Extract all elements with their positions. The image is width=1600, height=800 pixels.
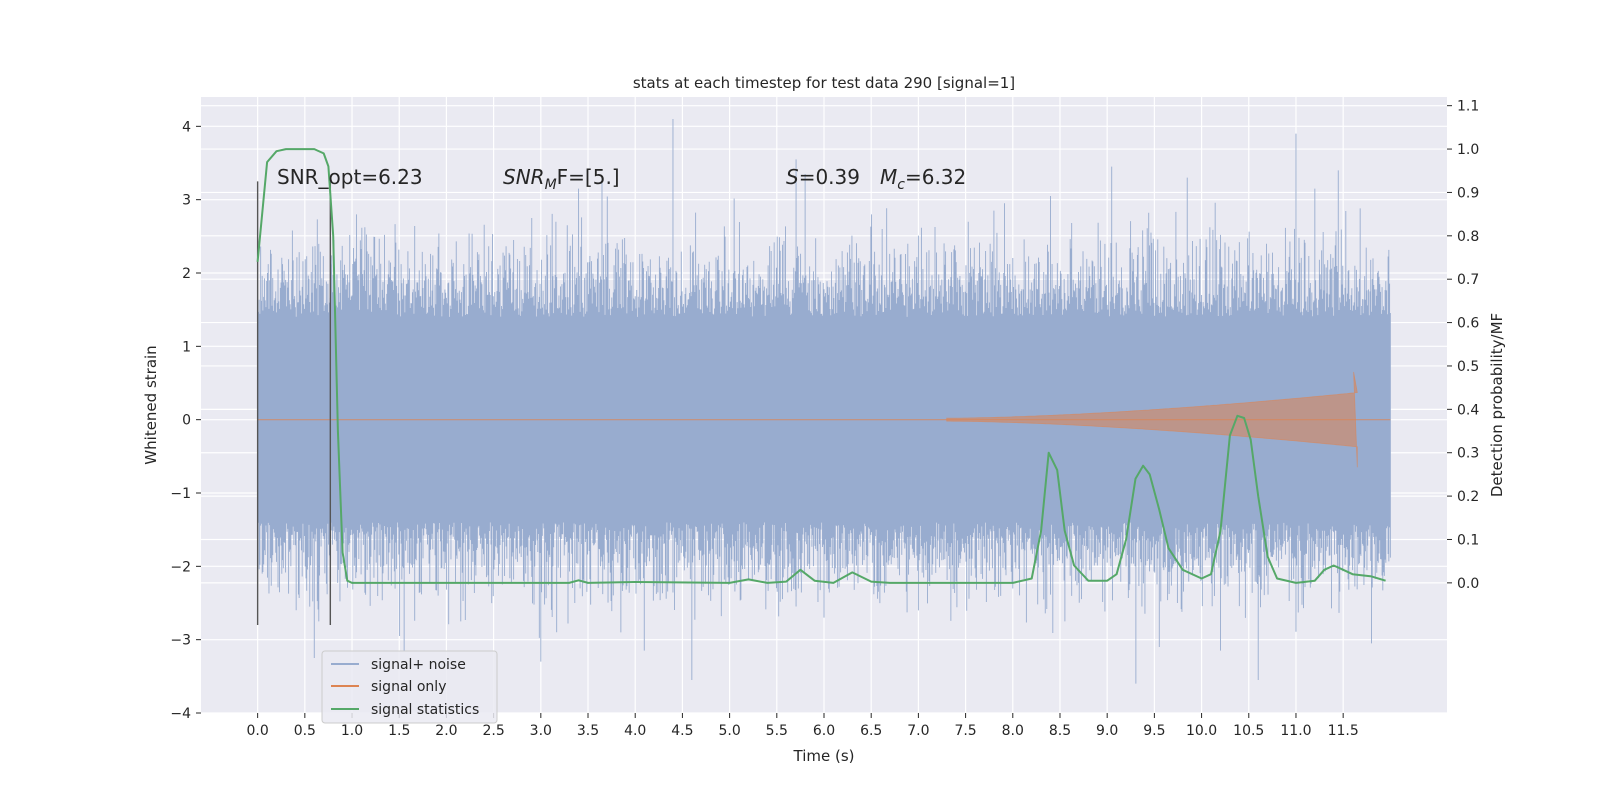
mc-label: M [880, 165, 897, 189]
x-tick-label: 4.0 [624, 723, 646, 739]
x-tick-label: 6.5 [860, 723, 882, 739]
x-tick-label: 9.0 [1096, 723, 1118, 739]
x-tick-label: 9.5 [1143, 723, 1165, 739]
mc-value: =6.32 [905, 165, 966, 189]
x-tick-label: 1.5 [388, 723, 410, 739]
right-y-tick-label: 0.3 [1457, 446, 1479, 462]
mc-subscript: c [897, 177, 905, 193]
right-y-tick-label: 0.5 [1457, 359, 1479, 375]
x-tick-label: 5.0 [718, 723, 740, 739]
right-y-tick-label: 0.9 [1457, 185, 1479, 201]
x-tick-label: 10.0 [1186, 723, 1217, 739]
right-y-tick-label: 0.4 [1457, 402, 1479, 418]
legend-label-stats: signal statistics [371, 702, 479, 718]
x-tick-label: 0.0 [247, 723, 269, 739]
left-y-tick-label: 0 [182, 413, 191, 429]
left-y-tick-label: −1 [170, 486, 191, 502]
x-tick-label: 3.0 [530, 723, 552, 739]
right-y-axis-label: Detection probability/MF [1488, 313, 1506, 497]
left-y-tick-label: −2 [170, 559, 191, 575]
right-y-tick-label: 1.0 [1457, 142, 1479, 158]
x-tick-label: 2.5 [482, 723, 504, 739]
legend: signal+ noise signal only signal statist… [321, 650, 498, 724]
x-tick-label: 10.5 [1233, 723, 1264, 739]
x-axis-label: Time (s) [793, 747, 855, 765]
left-y-tick-label: 4 [182, 119, 191, 135]
annotation-snr-mf: SNRMF=[5.] [503, 165, 620, 193]
left-y-tick-label: −4 [170, 706, 191, 722]
left-y-tick-label: 2 [182, 266, 191, 282]
right-y-axis-ticks: 0.0 0.1 0.2 0.3 0.4 0.5 0.6 0.7 0.8 0.9 1.0 1.1 [1447, 99, 1479, 592]
x-tick-label: 1.0 [341, 723, 363, 739]
x-tick-label: 5.5 [766, 723, 788, 739]
left-y-tick-label: −3 [170, 633, 191, 649]
signal-statistics-series [256, 148, 1386, 584]
annotation-mc: Mc=6.32 [880, 165, 966, 193]
x-tick-label: 6.0 [813, 723, 835, 739]
x-tick-label: 7.5 [954, 723, 976, 739]
x-tick-label: 8.0 [1002, 723, 1024, 739]
snr-mf-label: SNR [503, 165, 545, 189]
chart-title: stats at each timestep for test data 290… [633, 74, 1015, 92]
right-y-tick-label: 0.2 [1457, 489, 1479, 505]
right-y-tick-label: 0.7 [1457, 272, 1479, 288]
x-tick-label: 4.5 [671, 723, 693, 739]
x-tick-label: 7.0 [907, 723, 929, 739]
x-tick-label: 11.0 [1280, 723, 1311, 739]
legend-box [321, 650, 498, 724]
x-axis-ticks: 0.0 0.5 1.0 1.5 2.0 2.5 3.0 3.5 4.0 4.5 5.0 5.5 6.0 6… [247, 713, 1359, 739]
snr-mf-subscript: M [545, 177, 557, 193]
x-tick-label: 3.5 [577, 723, 599, 739]
s-value: =0.39 [799, 165, 860, 189]
s-label: S [786, 165, 799, 189]
signal-only-series [257, 371, 1391, 468]
snr-mf-value: F=[5.] [557, 165, 620, 189]
right-y-tick-label: 0.0 [1457, 576, 1479, 592]
left-y-tick-label: 1 [182, 339, 191, 355]
annotation-snr-opt: SNR_opt=6.23 [277, 165, 423, 189]
right-y-tick-label: 0.1 [1457, 532, 1479, 548]
x-tick-label: 0.5 [294, 723, 316, 739]
left-y-tick-label: 3 [182, 193, 191, 209]
left-y-axis-label: Whitened strain [142, 345, 160, 464]
x-tick-label: 11.5 [1328, 723, 1359, 739]
signal-statistics-line [256, 148, 1386, 584]
x-tick-label: 2.0 [435, 723, 457, 739]
right-y-tick-label: 1.1 [1457, 99, 1479, 115]
annotation-s: S=0.39 [786, 165, 860, 189]
legend-label-signal: signal only [371, 679, 446, 695]
signal-only-chirp [946, 371, 1358, 468]
right-y-tick-label: 0.8 [1457, 229, 1479, 245]
x-tick-label: 8.5 [1049, 723, 1071, 739]
left-y-axis-ticks: −4 −3 −2 −1 0 1 2 3 4 [170, 119, 201, 722]
legend-label-noise: signal+ noise [371, 657, 466, 673]
right-y-tick-label: 0.6 [1457, 316, 1479, 332]
